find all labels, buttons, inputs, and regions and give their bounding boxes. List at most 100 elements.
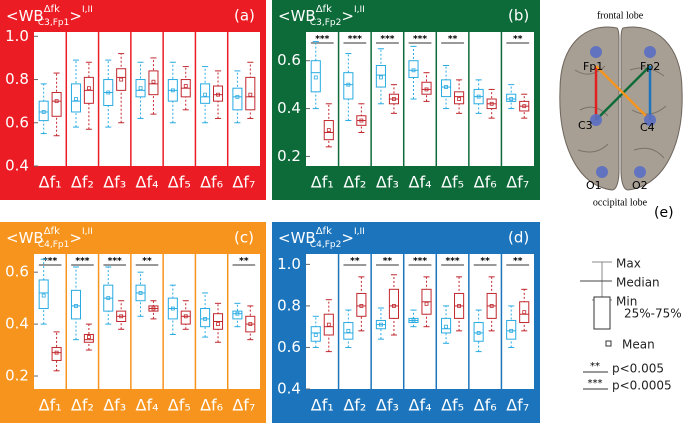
x-tick-label: Δf₄ (409, 173, 432, 192)
mean (151, 79, 156, 84)
x-tick-label: Δf₄ (136, 173, 159, 192)
mean (476, 94, 481, 99)
title-part: I,II (82, 227, 93, 237)
x-tick-label: Δf₂ (343, 396, 366, 415)
mean (326, 128, 331, 133)
significance: ** (142, 257, 152, 267)
mean (313, 333, 318, 337)
mean (41, 110, 46, 114)
x-tick-label: Δf₁ (311, 396, 334, 415)
title-part: I,II (82, 5, 93, 15)
panel-title: <WBΔfk C4,Fp1>I,II (6, 226, 93, 250)
y-tick-label: 0.2 (5, 367, 29, 385)
electrodes (590, 46, 656, 178)
x-tick-label: Δf₆ (200, 396, 223, 415)
mean (313, 75, 318, 80)
box (116, 68, 127, 91)
mean (138, 86, 143, 91)
x-tick-label: Δf₇ (506, 173, 529, 192)
x-tick-label: Δf₆ (200, 173, 223, 192)
significance: *** (380, 35, 394, 45)
x-tick-label: Δf₅ (441, 173, 464, 192)
mean (86, 335, 91, 339)
mean (522, 310, 527, 315)
x-tick-label: Δf₁ (39, 173, 62, 192)
box (323, 120, 334, 141)
mean (411, 68, 416, 73)
mean (346, 328, 351, 333)
legend-text: 25%-75% (624, 307, 682, 321)
plot-area (306, 32, 534, 166)
title-part: Δfk (44, 226, 60, 237)
title-part: > (69, 7, 82, 25)
y-tick-label: 0.6 (5, 263, 29, 281)
legend-text: Min (616, 295, 637, 309)
title-part: <WB (6, 229, 44, 247)
title-part: <WB (278, 229, 316, 247)
mean (489, 304, 494, 308)
electrode-label: C3 (578, 119, 593, 132)
x-tick-label: Δf₃ (103, 396, 126, 415)
mean (106, 90, 111, 95)
x-tick-label: Δf₃ (103, 173, 126, 192)
legend-box (593, 296, 611, 330)
title-part: Δfk (44, 4, 60, 15)
y-tick-label: 0.4 (277, 380, 301, 398)
electrode-label: C4 (640, 121, 655, 134)
mean (444, 324, 448, 329)
legend-text: p<0.005 (612, 362, 664, 376)
title-part: > (341, 7, 354, 25)
electrode-label: Fp1 (583, 60, 603, 73)
mean (424, 301, 429, 306)
plot-area (306, 254, 534, 389)
legend-text: Max (616, 257, 641, 271)
panel-label: (c) (234, 229, 254, 247)
title-part: <WB (278, 7, 316, 25)
x-tick-label: Δf₂ (343, 173, 366, 192)
mean (359, 118, 364, 123)
mean (216, 322, 220, 326)
mean (183, 314, 188, 319)
legend-text: p<0.0005 (612, 379, 672, 393)
x-tick-label: Δf₆ (474, 396, 497, 415)
mean (41, 293, 46, 298)
panel-title: <WBΔfk C4,Fp2>I,II (278, 226, 365, 250)
x-tick-label: Δf₅ (168, 396, 191, 415)
mean (424, 87, 429, 92)
significance: *** (43, 257, 57, 267)
title-part: I,II (354, 227, 365, 237)
mean (54, 350, 59, 355)
legend-sig: ** (590, 361, 600, 372)
legend-text: Median (616, 276, 660, 290)
panel-label: (b) (508, 7, 529, 25)
y-tick-label: 1.0 (277, 255, 301, 273)
box (213, 85, 224, 102)
significance: ** (513, 257, 523, 267)
legend-text: Mean (622, 338, 655, 352)
significance: ** (480, 257, 490, 267)
box (148, 70, 159, 96)
electrode-label: O2 (632, 179, 648, 192)
brain-bottom: occipital lobe (593, 197, 648, 208)
mean (379, 322, 383, 327)
mean (457, 304, 461, 308)
significance: ** (350, 257, 360, 267)
mean (509, 328, 514, 333)
mean (326, 322, 331, 327)
mean (457, 97, 461, 101)
mean (444, 85, 448, 89)
box (245, 76, 256, 111)
box (51, 92, 62, 117)
significance: *** (315, 35, 329, 45)
legend-mean (605, 340, 612, 347)
title-part: C4,Fp1 (38, 240, 70, 250)
mean (248, 322, 253, 326)
y-tick-label: 0.8 (5, 70, 29, 88)
title-part: Δfk (316, 226, 332, 237)
mean (216, 92, 220, 97)
mean (248, 92, 253, 97)
mean (86, 86, 91, 91)
x-tick-label: Δf₁ (311, 173, 334, 192)
legend: Max Median Min 25%-75% Mean ** p<0.005 *… (580, 257, 682, 393)
significance: ** (383, 257, 393, 267)
